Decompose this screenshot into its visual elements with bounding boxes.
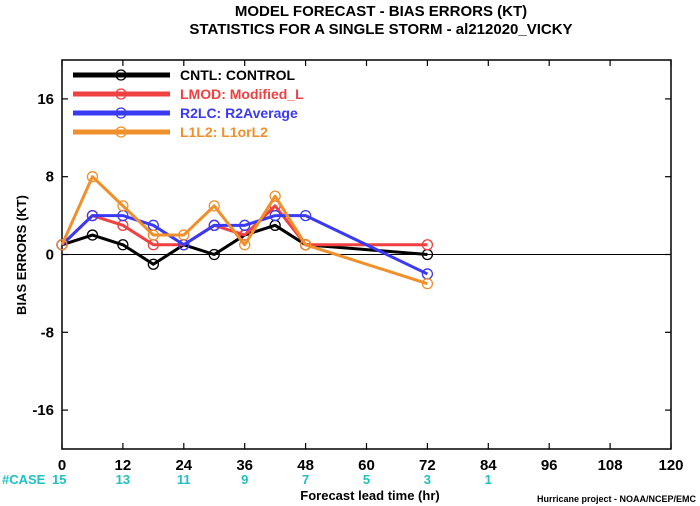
case-count: 13 (116, 472, 130, 487)
y-tick-label: -8 (41, 324, 54, 341)
legend-marker (115, 69, 127, 81)
data-point (208, 219, 220, 231)
case-count: 1 (485, 472, 492, 487)
case-count: 15 (52, 472, 66, 487)
legend-entry: CNTL: CONTROL (73, 67, 296, 83)
x-tick-label: 24 (175, 457, 192, 474)
legend-marker (115, 107, 127, 119)
data-point (299, 209, 312, 222)
data-point (299, 239, 312, 251)
data-point (421, 278, 434, 290)
chart-title: MODEL FORECAST - BIAS ERRORS (KT) (235, 3, 527, 20)
data-point (178, 229, 190, 241)
x-tick-label: 120 (658, 457, 683, 474)
x-tick-label: 12 (115, 457, 132, 474)
data-point (86, 209, 99, 222)
y-tick-label: 0 (46, 247, 54, 264)
series-4 (56, 171, 434, 290)
legend-entry: R2LC: R2Average (73, 105, 298, 121)
x-tick-label: 72 (419, 457, 436, 474)
data-point (239, 219, 251, 231)
credit-text: Hurricane project - NOAA/NCEP/EMC (537, 494, 697, 504)
legend-entry: L1L2: L1orL2 (73, 124, 268, 140)
x-tick-label: 108 (598, 457, 623, 474)
case-count: 3 (424, 472, 431, 487)
data-point (208, 200, 220, 212)
y-tick-label: 16 (37, 91, 54, 108)
legend-label: L1L2: L1orL2 (180, 124, 268, 140)
data-point (117, 200, 129, 212)
data-point (208, 248, 220, 261)
y-tick-label: 8 (46, 169, 54, 186)
y-tick-label: -16 (32, 402, 54, 419)
data-point (239, 239, 251, 251)
legend: CNTL: CONTROL LMOD: Modified_L R2LC: R2Ave… (73, 67, 304, 140)
series-line (60, 214, 429, 276)
data-point (56, 239, 68, 251)
legend-label: R2LC: R2Average (180, 105, 298, 121)
x-tick-label: 60 (358, 457, 375, 474)
x-tick-label: 0 (58, 457, 66, 474)
x-tick-label: 36 (236, 457, 253, 474)
x-axis-title: Forecast lead time (hr) (300, 488, 439, 503)
series-line (60, 175, 428, 286)
legend-marker (115, 126, 127, 138)
data-point (269, 190, 281, 202)
chart-subtitle: STATISTICS FOR A SINGLE STORM - al212020… (189, 21, 572, 38)
case-count: 5 (363, 472, 370, 487)
x-tick-label: 84 (480, 457, 497, 474)
data-point (147, 229, 160, 241)
x-axis: 0 12 24 36 48 60 72 84 96 108 120 (58, 60, 684, 474)
data-point (86, 171, 99, 183)
legend-marker (115, 88, 127, 100)
case-count: 11 (177, 472, 191, 487)
legend-label: LMOD: Modified_L (180, 86, 304, 102)
case-count: 7 (302, 472, 309, 487)
case-label: #CASE (2, 472, 46, 487)
x-tick-label: 96 (541, 457, 558, 474)
data-point (147, 258, 160, 270)
y-axis-title: BIAS ERRORS (KT) (14, 195, 29, 315)
data-point (86, 229, 99, 241)
x-tick-label: 48 (297, 457, 314, 474)
legend-entry: LMOD: Modified_L (73, 86, 304, 102)
series-layer (56, 171, 434, 290)
legend-label: CNTL: CONTROL (180, 67, 296, 83)
data-point (269, 209, 281, 222)
y-axis: -16 -8 0 8 16 (32, 91, 671, 419)
case-count-row: #CASE 15 13 11 9 7 5 3 1 (2, 472, 492, 487)
data-point (421, 239, 434, 251)
series-line (61, 223, 428, 266)
data-point (117, 239, 129, 251)
case-count: 9 (241, 472, 248, 487)
